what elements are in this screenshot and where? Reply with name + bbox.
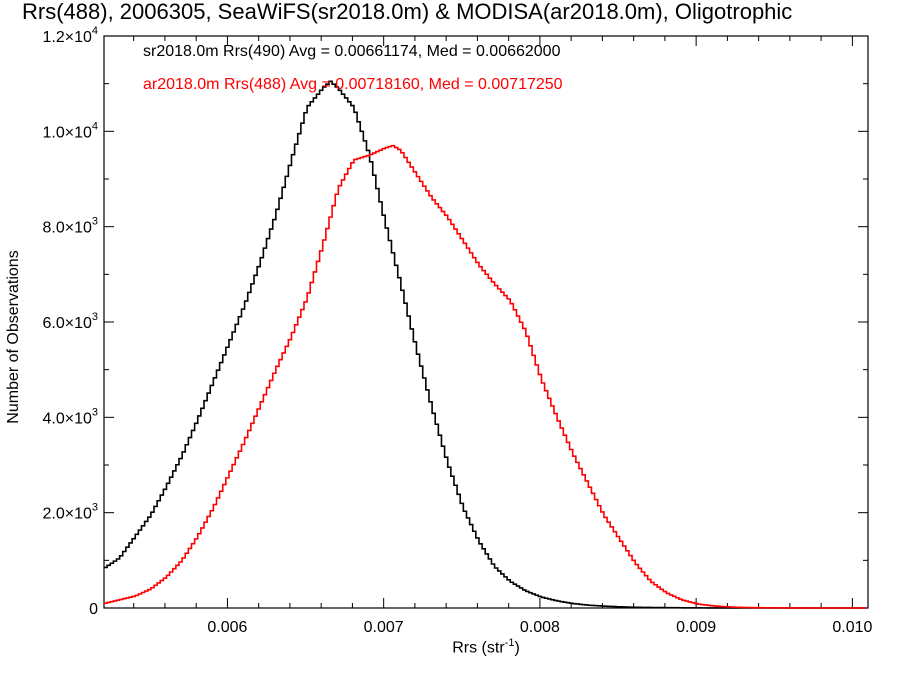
y-tick-label: 1.2×104	[42, 25, 98, 46]
x-tick-label: 0.009	[676, 619, 716, 636]
y-tick-label: 8.0×103	[42, 216, 98, 237]
x-tick-label: 0.007	[364, 619, 404, 636]
x-tick-label: 0.010	[832, 619, 872, 636]
x-tick-label: 0.008	[520, 619, 560, 636]
y-tick-label: 6.0×103	[42, 311, 98, 332]
legend-entry-modisa: ar2018.0m Rrs(488) Avg = 0.00718160, Med…	[143, 76, 563, 93]
legend-entry-seawifs: sr2018.0m Rrs(490) Avg = 0.00661174, Med…	[143, 43, 561, 60]
x-tick-label: 0.006	[207, 619, 247, 636]
x-axis-label-superscript: -1	[504, 637, 515, 649]
y-tick-label: 4.0×103	[42, 406, 98, 427]
y-tick-label: 2.0×103	[42, 502, 98, 523]
x-axis-label-end: )	[514, 639, 520, 657]
y-tick-label: 1.0×104	[42, 120, 98, 141]
axis-ticks: 0.006 0.007 0.008 0.009 0.010 0 2.0×103 4.0×103…	[42, 25, 872, 636]
x-axis-label-main: Rrs (str	[452, 639, 505, 657]
series-line-1	[104, 144, 867, 609]
y-tick-label: 0	[89, 601, 98, 618]
series-line-0	[104, 80, 867, 609]
chart-title: Rrs(488), 2006305, SeaWiFS(sr2018.0m) & …	[22, 0, 793, 24]
y-axis-label: Number of Observations	[5, 250, 22, 424]
x-axis-label: Rrs (str-1)	[452, 637, 520, 657]
series-lines	[104, 80, 867, 609]
plot-frame	[103, 35, 869, 609]
